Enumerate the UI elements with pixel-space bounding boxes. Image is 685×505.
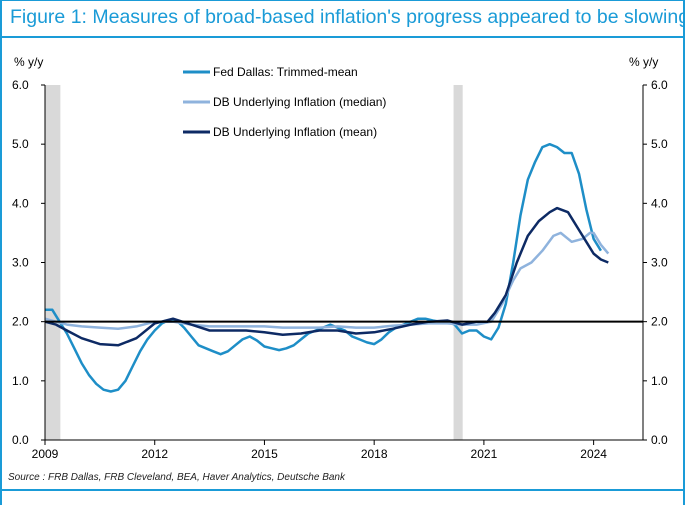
x-tick-label: 2018 bbox=[361, 447, 388, 461]
x-tick-label: 2012 bbox=[141, 447, 168, 461]
y-tick-label-left: 1.0 bbox=[12, 374, 29, 388]
legend-label: DB Underlying Inflation (mean) bbox=[213, 125, 377, 139]
chart: 0.0 0.0 1.0 1.0 2.0 2.0 3.0 3.0 4.0 4.0 5.0 5.0 6.0 6… bbox=[12, 55, 668, 461]
x-tick-label: 2021 bbox=[471, 447, 498, 461]
recession-band bbox=[453, 85, 463, 440]
right-axis-unit: % y/y bbox=[629, 55, 658, 69]
title-divider bbox=[0, 36, 685, 38]
y-tick-label-right: 1.0 bbox=[651, 374, 668, 388]
y-tick-label-left: 4.0 bbox=[12, 196, 29, 210]
y-tick-label-right: 4.0 bbox=[651, 196, 668, 210]
legend: Fed Dallas: Trimmed-mean DB Underlying In… bbox=[183, 65, 386, 139]
x-axis-ticks: 2009 2012 2015 2018 2021 2024 bbox=[32, 440, 607, 461]
frame-left-border bbox=[0, 0, 2, 505]
figure-title: Figure 1: Measures of broad-based inflat… bbox=[10, 6, 685, 28]
series-lines bbox=[44, 142, 610, 393]
legend-label: DB Underlying Inflation (median) bbox=[213, 95, 386, 109]
series-line-1 bbox=[45, 142, 602, 393]
y-tick-label-left: 6.0 bbox=[12, 78, 29, 92]
source-note: Source : FRB Dallas, FRB Cleveland, BEA,… bbox=[8, 472, 345, 483]
bottom-divider bbox=[0, 489, 685, 491]
frame-right-border bbox=[683, 0, 685, 505]
recession-band bbox=[45, 85, 61, 440]
series-line-2 bbox=[44, 231, 610, 331]
frame-top-border bbox=[0, 0, 685, 1]
y-tick-label-right: 0.0 bbox=[651, 433, 668, 447]
y-tick-label-left: 2.0 bbox=[12, 315, 29, 329]
recession-shading bbox=[45, 85, 463, 440]
x-tick-label: 2009 bbox=[32, 447, 59, 461]
y-tick-label-right: 6.0 bbox=[651, 78, 668, 92]
x-tick-label: 2024 bbox=[580, 447, 607, 461]
left-axis-unit: % y/y bbox=[14, 55, 43, 69]
y-tick-label-right: 3.0 bbox=[651, 256, 668, 270]
series-line-3 bbox=[44, 206, 609, 347]
y-tick-label-left: 3.0 bbox=[12, 256, 29, 270]
y-tick-label-right: 5.0 bbox=[651, 137, 668, 151]
y-tick-label-left: 0.0 bbox=[12, 433, 29, 447]
legend-label: Fed Dallas: Trimmed-mean bbox=[213, 65, 358, 79]
y-axis-ticks: 0.0 0.0 1.0 1.0 2.0 2.0 3.0 3.0 4.0 4.0 5.0 5.0 6.0 6… bbox=[12, 78, 668, 447]
y-tick-label-right: 2.0 bbox=[651, 315, 668, 329]
x-tick-label: 2015 bbox=[251, 447, 278, 461]
y-tick-label-left: 5.0 bbox=[12, 137, 29, 151]
